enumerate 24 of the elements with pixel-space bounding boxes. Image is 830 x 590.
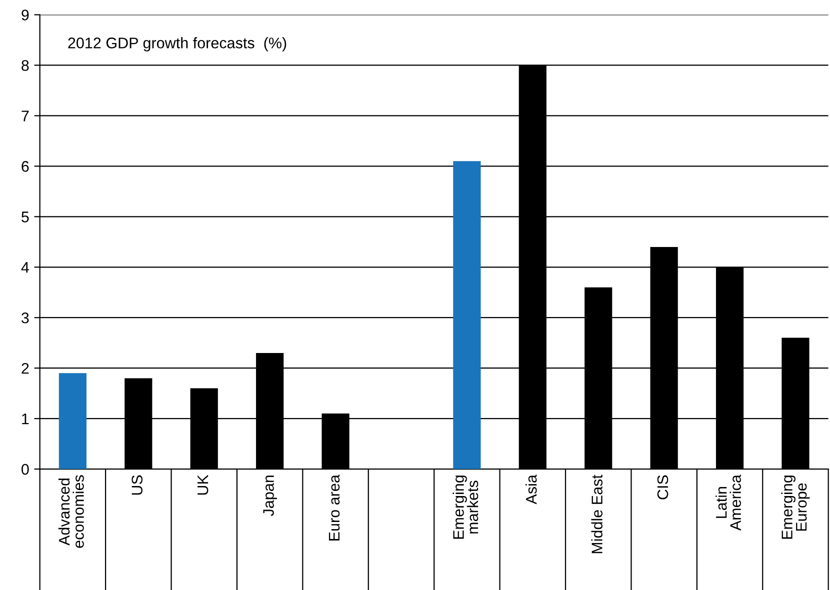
y-tick-label: 5 <box>22 212 29 222</box>
bar <box>58 373 86 470</box>
y-tick-label: 9 <box>22 10 29 20</box>
x-tick-label: Asia <box>526 474 537 504</box>
y-tick-label: 2 <box>22 362 29 374</box>
y-tick-label: 1 <box>22 414 29 424</box>
bar <box>453 161 481 470</box>
x-tick-label: US <box>132 475 143 495</box>
y-tick-label: 7 <box>22 110 29 122</box>
x-tick-label: CIS <box>657 475 668 500</box>
y-tick-label: 8 <box>22 60 29 71</box>
y-tick-label: 0 <box>22 464 29 475</box>
x-tick-label: Middle East <box>591 474 602 554</box>
x-tick-label: Euro area <box>328 474 340 540</box>
y-tick-label: 4 <box>21 262 29 273</box>
text: 2012 GDP growth forecasts (%) <box>68 37 286 52</box>
x-tick-label: Emerging markets <box>452 476 478 539</box>
x-tick-label: Emerging Europe <box>781 476 810 539</box>
x-tick-label: Japan <box>263 476 277 516</box>
x-tick-label: UK <box>198 474 208 495</box>
y-tick-label: 6 <box>22 161 29 172</box>
x-tick-label: Advanced economies <box>58 475 84 548</box>
x-tick-label: Latin America <box>716 474 741 531</box>
y-tick-label: 3 <box>22 312 29 324</box>
